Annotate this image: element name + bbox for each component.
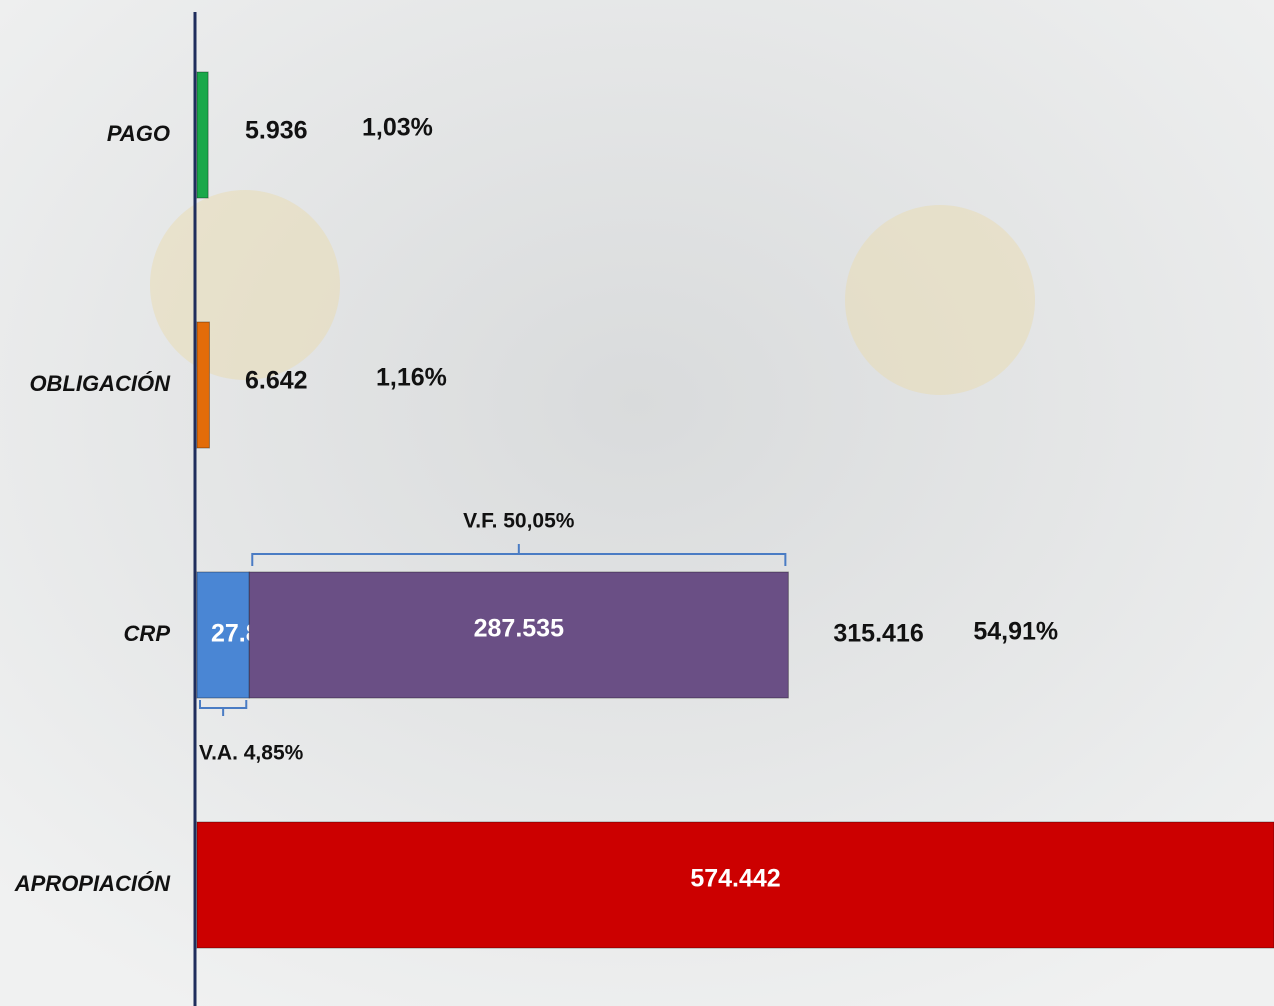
bar [248,571,789,699]
percent-label: 1,16% [376,364,447,392]
bar [196,571,250,699]
percent-label: 54,91% [973,618,1058,646]
annotation: V.F. 50,05% [463,510,575,533]
background-eye [845,205,1035,395]
percent-label: 1,03% [362,114,433,142]
total-label: 315.416 [833,620,923,648]
bar [196,321,210,449]
category-label: PAGO [107,121,170,146]
category-label: OBLIGACIÓN [29,371,171,396]
bracket [199,700,248,716]
annotation: V.A. 4,85% [199,742,304,765]
bar [196,821,1274,949]
value-label: 5.936 [245,117,308,145]
value-label: 6.642 [245,367,308,395]
bracket [251,544,787,566]
background-eye [150,190,340,380]
value-label: 287.535 [474,615,564,643]
category-label: APROPIACIÓN [14,871,171,896]
category-label: CRP [124,621,171,646]
bar [196,71,209,199]
value-label: 574.442 [690,865,780,893]
